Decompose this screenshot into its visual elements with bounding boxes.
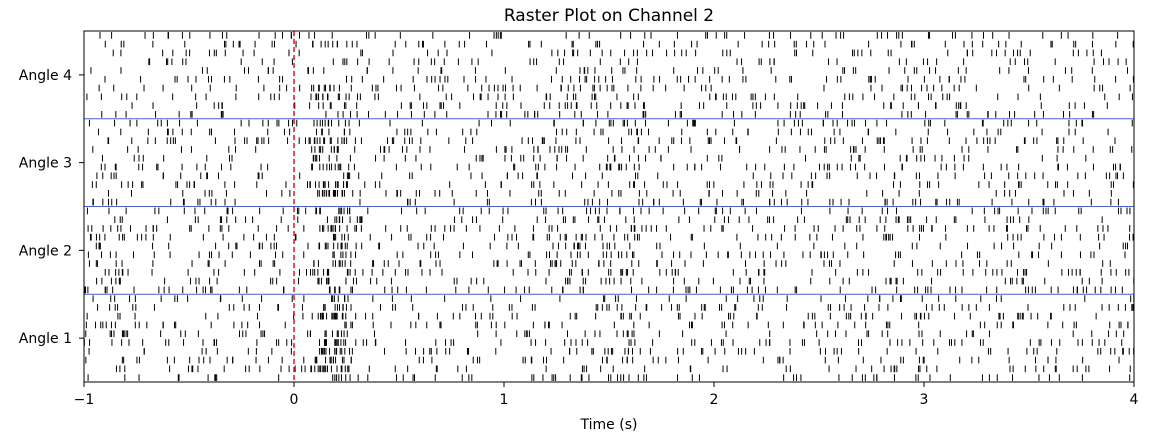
- x-tick-label: 2: [710, 392, 719, 408]
- x-tick-label: 0: [290, 392, 299, 408]
- x-tick-label: 3: [920, 392, 929, 408]
- y-tick-label: Angle 2: [19, 243, 72, 259]
- y-axis: Angle 1 Angle 2 Angle 3 Angle 4: [19, 68, 84, 347]
- x-axis-label: Time (s): [580, 417, 638, 433]
- x-tick-label: 4: [1130, 392, 1139, 408]
- y-tick-label: Angle 1: [19, 331, 72, 347]
- spike-layer: [83, 32, 1135, 381]
- x-tick-label: 1: [500, 392, 509, 408]
- x-tick-label: −1: [74, 392, 95, 408]
- x-axis: −1 0 1 2 3 4: [74, 382, 1139, 408]
- plot-frame: [83, 30, 1135, 383]
- chart-title: Raster Plot on Channel 2: [504, 6, 714, 26]
- group-separators: [84, 118, 1134, 295]
- y-tick-label: Angle 3: [19, 156, 72, 172]
- y-tick-label: Angle 4: [19, 68, 72, 84]
